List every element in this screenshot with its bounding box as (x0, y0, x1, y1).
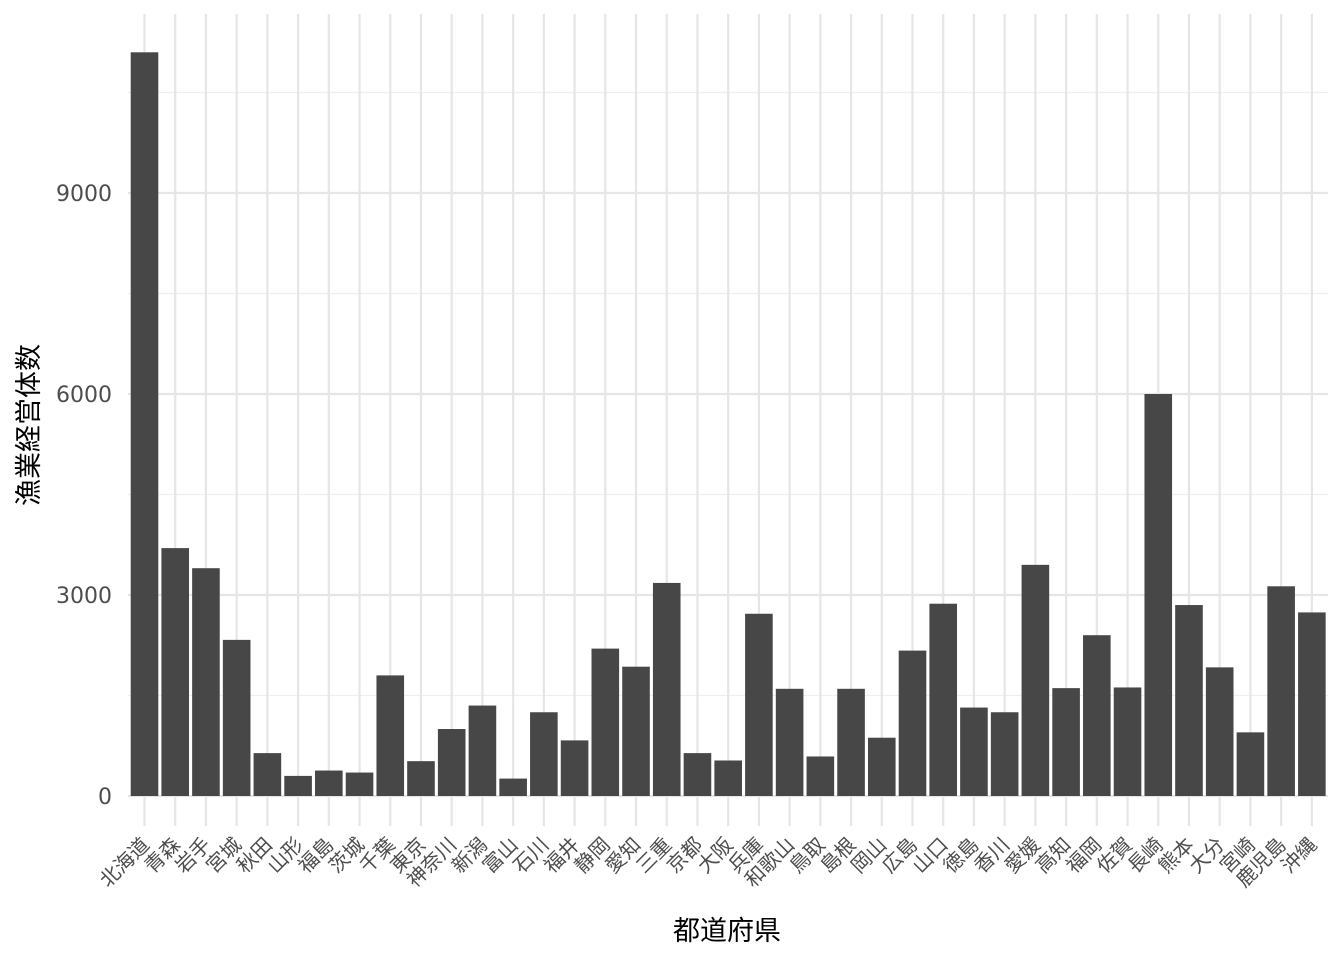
bar-大分 (1205, 667, 1234, 796)
bars (130, 52, 1326, 797)
bar-沖縄 (1298, 612, 1326, 796)
bar-岡山 (867, 737, 896, 796)
bar-茨城 (345, 772, 374, 796)
x-axis-title: 都道府県 (673, 916, 781, 947)
bar-徳島 (960, 707, 988, 796)
bar-高知 (1052, 688, 1080, 796)
bar-和歌山 (775, 688, 804, 796)
bar-愛知 (622, 666, 650, 796)
bar-神奈川 (437, 729, 466, 796)
bar-広島 (898, 650, 927, 796)
bar-宮城 (222, 639, 251, 796)
bar-京都 (683, 753, 712, 796)
bar-福島 (315, 770, 343, 796)
bar-宮崎 (1236, 732, 1265, 796)
bar-山形 (284, 775, 312, 796)
x-tick-label: 沖縄 (1276, 833, 1321, 878)
bar-福岡 (1083, 635, 1111, 796)
bar-千葉 (376, 675, 405, 796)
bar-島根 (837, 688, 865, 796)
y-tick-label: 9000 (56, 182, 112, 207)
x-axis-ticks: 北海道青森岩手宮城秋田山形福島茨城千葉東京神奈川新潟富山石川福井静岡愛知三重京都… (95, 833, 1322, 892)
bar-静岡 (591, 648, 620, 796)
bar-鳥取 (806, 756, 835, 796)
bar-石川 (530, 712, 558, 796)
bar-岩手 (192, 568, 220, 796)
bar-山口 (929, 603, 958, 796)
bar-新潟 (468, 705, 497, 796)
bar-福井 (560, 740, 589, 796)
bar-兵庫 (745, 613, 773, 796)
bar-大阪 (714, 760, 742, 796)
y-tick-label: 6000 (56, 383, 112, 408)
y-axis-ticks: 0 3000 6000 9000 (56, 182, 112, 810)
bar-北海道 (130, 52, 159, 797)
bar-三重 (652, 582, 681, 796)
y-tick-label: 0 (98, 785, 112, 810)
bar-富山 (499, 778, 527, 796)
bar-愛媛 (1021, 564, 1050, 796)
bar-鹿児島 (1267, 586, 1295, 796)
bar-佐賀 (1113, 687, 1142, 796)
bar-東京 (407, 761, 435, 796)
y-tick-label: 3000 (56, 584, 112, 609)
bar-熊本 (1175, 605, 1203, 796)
y-axis-title: 漁業経営体数 (14, 344, 45, 506)
bar-香川 (990, 712, 1019, 796)
bar-長崎 (1144, 394, 1173, 796)
bar-秋田 (253, 753, 282, 796)
bar-青森 (161, 548, 190, 796)
